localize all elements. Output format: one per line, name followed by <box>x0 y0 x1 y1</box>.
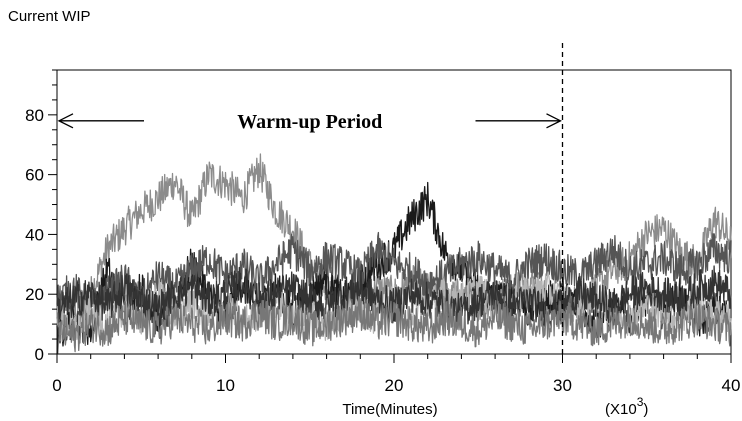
y-tick-label: 0 <box>35 345 44 364</box>
x-axis-multiplier: (X103) <box>605 395 648 418</box>
y-tick-label: 80 <box>25 106 44 125</box>
x-multiplier-exponent: 3 <box>637 395 644 409</box>
x-tick-label: 20 <box>385 376 404 395</box>
y-tick-label: 20 <box>25 285 44 304</box>
series-line-6 <box>56 296 732 353</box>
y-tick-label: 60 <box>25 166 44 185</box>
x-tick-label: 0 <box>52 376 61 395</box>
x-tick-label: 40 <box>722 376 741 395</box>
x-multiplier-close: ) <box>643 401 648 418</box>
y-axis-label: Current WIP <box>8 8 91 25</box>
x-axis-ticks: 0 10 20 30 40 <box>52 354 740 395</box>
series-line-5 <box>56 265 732 330</box>
warmup-annotation: Warm-up Period <box>57 111 562 133</box>
x-axis-label: Time(Minutes) <box>342 401 437 418</box>
x-tick-label: 10 <box>216 376 235 395</box>
y-axis-ticks: 0 20 40 60 80 <box>25 69 57 364</box>
x-multiplier-base: (X10 <box>605 401 637 418</box>
warmup-period-label: Warm-up Period <box>237 111 382 133</box>
warmup-arrow-right-head <box>546 113 562 129</box>
y-tick-label: 40 <box>25 225 44 244</box>
series-line-3 <box>56 231 732 322</box>
warmup-arrow-left-head <box>57 113 74 129</box>
x-tick-label: 30 <box>553 376 572 395</box>
series-layer <box>56 153 732 355</box>
